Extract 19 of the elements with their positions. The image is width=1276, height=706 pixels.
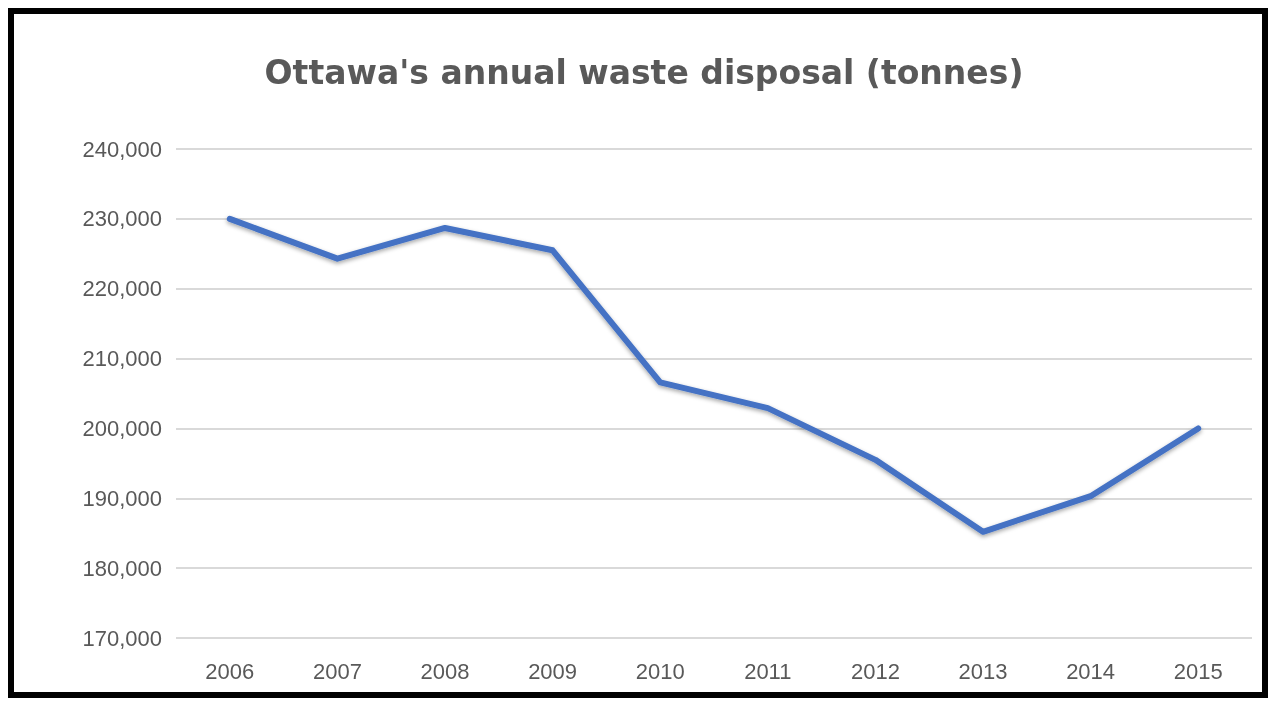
x-tick-label: 2006 bbox=[205, 658, 255, 684]
x-tick-label: 2012 bbox=[850, 658, 900, 684]
x-tick-label: 2014 bbox=[1066, 658, 1116, 684]
y-tick-label: 200,000 bbox=[82, 415, 162, 441]
x-tick-label: 2015 bbox=[1173, 658, 1223, 684]
y-tick-label: 180,000 bbox=[82, 555, 162, 581]
x-tick-label: 2007 bbox=[312, 658, 362, 684]
y-tick-label: 220,000 bbox=[82, 276, 162, 302]
chart-title: Ottawa's annual waste disposal (tonnes) bbox=[264, 53, 1024, 92]
y-tick-label: 190,000 bbox=[82, 485, 162, 511]
x-tick-label: 2010 bbox=[635, 658, 685, 684]
x-tick-label: 2008 bbox=[420, 658, 470, 684]
x-tick-label: 2011 bbox=[744, 658, 792, 684]
x-tick-label: 2009 bbox=[528, 658, 578, 684]
y-tick-label: 230,000 bbox=[82, 206, 162, 232]
y-tick-label: 210,000 bbox=[82, 346, 162, 372]
x-tick-label: 2013 bbox=[958, 658, 1008, 684]
y-tick-label: 240,000 bbox=[82, 136, 162, 162]
y-tick-label: 170,000 bbox=[82, 625, 162, 651]
